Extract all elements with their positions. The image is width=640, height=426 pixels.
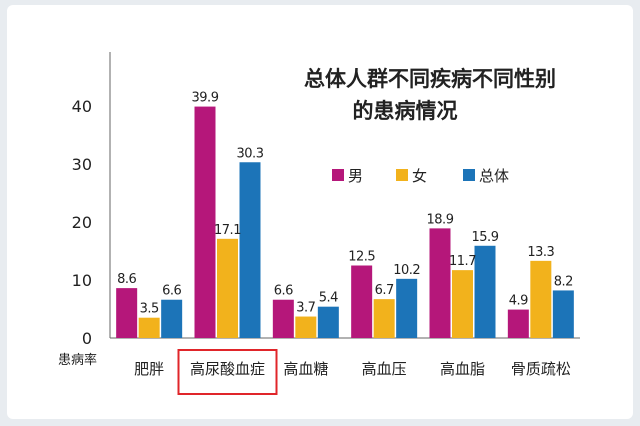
data-label: 4.9 — [509, 294, 528, 309]
bar — [474, 245, 496, 338]
bar — [161, 299, 183, 338]
legend: 男 女 总体 — [332, 167, 509, 185]
x-tick-label: 高血压 — [362, 360, 407, 378]
data-label: 13.3 — [527, 245, 554, 260]
bars — [116, 106, 574, 338]
x-tick-label: 肥胖 — [134, 360, 164, 378]
legend-label: 总体 — [479, 167, 509, 185]
y-axis-label: 患病率 — [58, 352, 97, 368]
legend-swatch — [463, 169, 475, 181]
data-label: 10.2 — [393, 263, 420, 278]
legend-label: 女 — [412, 167, 427, 185]
bar — [507, 309, 529, 338]
data-label: 39.9 — [192, 91, 219, 106]
bar — [116, 288, 138, 338]
axes — [109, 52, 580, 339]
data-label: 5.4 — [319, 291, 338, 306]
legend-swatch — [396, 169, 408, 181]
data-label: 8.6 — [117, 272, 136, 287]
bar — [552, 290, 574, 338]
chart-title-line1: 总体人群不同疾病不同性别 — [304, 67, 556, 91]
data-label: 3.5 — [140, 302, 159, 317]
data-label: 6.7 — [375, 283, 394, 298]
bar — [452, 270, 473, 338]
legend-swatch — [332, 169, 344, 181]
highlight-box — [177, 349, 278, 395]
bar — [217, 238, 238, 338]
y-tick-label: 0 — [82, 329, 92, 348]
x-tick-label: 高尿酸血症 — [190, 360, 265, 378]
bar — [272, 299, 294, 338]
x-tick-labels: 肥胖 高尿酸血症 高血糖 高血压 高血脂 骨质疏松 — [134, 349, 571, 395]
data-label: 6.6 — [274, 284, 293, 299]
bar — [373, 299, 395, 338]
bar — [429, 228, 451, 338]
data-label: 15.9 — [472, 230, 499, 245]
data-labels: 8.63.56.639.917.130.36.63.75.412.56.710.… — [117, 91, 573, 317]
x-tick-label: 高血糖 — [283, 360, 328, 378]
bar — [317, 306, 339, 338]
y-tick-labels: 0 10 20 30 40 — [72, 97, 92, 348]
legend-label: 男 — [348, 167, 363, 185]
data-label: 17.1 — [214, 223, 241, 238]
data-label: 6.6 — [162, 284, 181, 299]
x-tick-label: 高血脂 — [440, 360, 485, 378]
x-tick-label: 骨质疏松 — [511, 360, 571, 378]
bar — [530, 260, 552, 338]
data-label: 18.9 — [427, 212, 454, 227]
chart-title-line2: 的患病情况 — [353, 99, 458, 123]
data-label: 30.3 — [237, 146, 264, 161]
y-tick-label: 20 — [72, 213, 92, 232]
data-label: 12.5 — [348, 250, 375, 265]
bar — [396, 278, 418, 338]
data-label: 11.7 — [449, 254, 476, 269]
bar — [295, 316, 317, 338]
data-label: 3.7 — [296, 301, 315, 316]
bar — [138, 317, 160, 338]
y-tick-label: 10 — [72, 271, 92, 290]
bar — [239, 162, 261, 338]
y-tick-label: 30 — [72, 155, 92, 174]
bar — [351, 265, 373, 338]
bar — [194, 106, 216, 338]
y-tick-label: 40 — [72, 97, 92, 116]
chart-card — [7, 5, 633, 419]
data-label: 8.2 — [554, 274, 573, 289]
